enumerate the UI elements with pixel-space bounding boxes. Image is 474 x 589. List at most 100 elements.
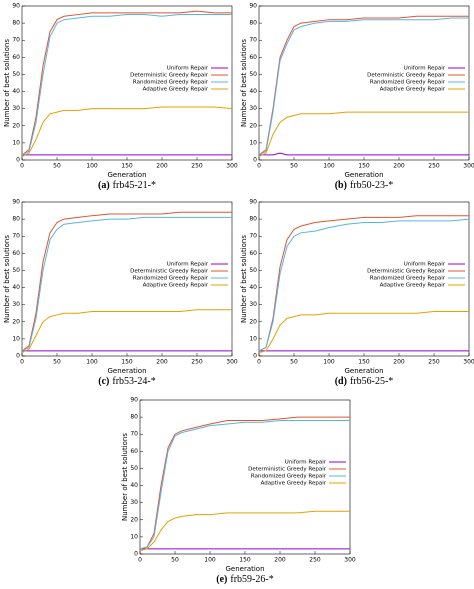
y-tick-label: 90 (12, 199, 20, 206)
legend-label: Uniform Repair (404, 66, 446, 72)
x-axis-label: Generation (344, 367, 383, 375)
x-tick-label: 50 (53, 359, 61, 366)
caption: (e) frb59-26-* (216, 574, 273, 585)
y-tick-label: 30 (12, 105, 20, 112)
y-axis-label: Number of best solutions (240, 235, 248, 323)
y-axis-label: Number of best solutions (3, 39, 11, 127)
series-line (258, 17, 469, 156)
y-tick-label: 40 (249, 88, 257, 95)
y-tick-label: 80 (249, 20, 257, 27)
series-line (258, 111, 469, 158)
y-tick-label: 80 (249, 216, 257, 223)
legend-label: Adaptive Greedy Repair (143, 283, 209, 289)
chart-panel: 0 10 20 30 40 50 60 70 80 90 0 50 100 150 200 250 300 Gen… (240, 199, 474, 388)
y-tick-label: 90 (249, 3, 257, 10)
y-tick-label: 50 (12, 71, 20, 78)
legend-label: Deterministic Greedy Repair (130, 269, 209, 275)
x-axis-label: Generation (344, 171, 383, 179)
y-tick-label: 30 (249, 301, 257, 308)
y-tick-label: 70 (130, 431, 138, 438)
x-tick-label: 250 (191, 359, 203, 366)
y-tick-label: 20 (12, 318, 20, 325)
y-tick-label: 50 (12, 267, 20, 274)
legend-label: Randomized Greedy Repair (133, 276, 209, 282)
series-line (21, 14, 232, 156)
legend-label: Uniform Repair (404, 262, 446, 268)
y-axis-label: Number of best solutions (240, 39, 248, 127)
y-tick-label: 0 (134, 551, 138, 558)
x-tick-label: 250 (309, 557, 321, 564)
y-tick-label: 10 (249, 335, 257, 342)
x-tick-label: 150 (358, 359, 370, 366)
x-tick-label: 0 (257, 359, 261, 366)
x-tick-label: 100 (204, 557, 216, 564)
x-tick-label: 100 (323, 359, 335, 366)
series-line (258, 311, 469, 354)
x-tick-label: 100 (86, 359, 98, 366)
caption: (c) frb53-24-* (98, 376, 155, 387)
x-tick-label: 0 (138, 557, 142, 564)
y-tick-label: 0 (16, 353, 20, 360)
y-tick-label: 90 (130, 397, 138, 404)
chart-panel: 0 10 20 30 40 50 60 70 80 90 0 50 100 150 200 250 300 Gen… (240, 3, 474, 192)
series-line (259, 152, 469, 156)
y-tick-label: 60 (249, 54, 257, 61)
y-tick-label: 80 (12, 216, 20, 223)
y-tick-label: 20 (130, 516, 138, 523)
x-tick-label: 50 (171, 557, 179, 564)
y-tick-label: 60 (12, 54, 20, 61)
y-tick-label: 10 (12, 139, 20, 146)
x-tick-label: 50 (53, 163, 61, 170)
x-tick-label: 200 (393, 359, 405, 366)
y-tick-label: 60 (130, 448, 138, 455)
chart-panel: 0 10 20 30 40 50 60 70 80 90 0 50 100 150 200 250 300 Gen… (3, 3, 238, 192)
y-tick-label: 80 (130, 414, 138, 421)
x-tick-label: 250 (428, 163, 440, 170)
x-tick-label: 50 (290, 359, 298, 366)
caption-text: frb53-24-* (112, 376, 155, 387)
y-tick-label: 50 (249, 71, 257, 78)
x-tick-label: 200 (274, 557, 286, 564)
legend-label: Uniform Repair (167, 66, 209, 72)
caption-text: frb59-26-* (230, 574, 273, 585)
legend-label: Deterministic Greedy Repair (367, 269, 446, 275)
y-tick-label: 70 (12, 37, 20, 44)
y-tick-label: 60 (249, 250, 257, 257)
y-tick-label: 70 (249, 233, 257, 240)
x-axis-label: Generation (107, 171, 146, 179)
legend-label: Uniform Repair (285, 460, 327, 466)
series-line (21, 309, 232, 354)
x-tick-label: 250 (428, 359, 440, 366)
y-tick-label: 0 (253, 353, 257, 360)
y-tick-label: 0 (253, 157, 257, 164)
y-tick-label: 30 (12, 301, 20, 308)
y-tick-label: 10 (130, 533, 138, 540)
y-tick-label: 20 (249, 318, 257, 325)
legend-label: Randomized Greedy Repair (133, 80, 209, 86)
x-tick-label: 300 (463, 163, 474, 170)
caption-label: (b) (335, 180, 347, 191)
x-tick-label: 300 (344, 557, 356, 564)
caption-label: (a) (98, 180, 110, 191)
legend-label: Adaptive Greedy Repair (261, 481, 327, 487)
x-tick-label: 100 (323, 163, 335, 170)
x-tick-label: 300 (226, 359, 238, 366)
legend-label: Deterministic Greedy Repair (248, 467, 327, 473)
y-tick-label: 70 (249, 37, 257, 44)
y-tick-label: 40 (12, 88, 20, 95)
x-tick-label: 150 (358, 163, 370, 170)
y-tick-label: 10 (12, 335, 20, 342)
legend-label: Adaptive Greedy Repair (380, 87, 446, 93)
x-tick-label: 0 (257, 163, 261, 170)
series-line (139, 510, 350, 552)
caption-label: (c) (98, 376, 109, 387)
caption-text: frb45-21-* (113, 180, 156, 191)
caption: (b) frb50-23-* (335, 180, 394, 191)
x-tick-label: 50 (290, 163, 298, 170)
x-tick-label: 0 (20, 359, 24, 366)
chart-panel: 0 10 20 30 40 50 60 70 80 90 0 50 100 150 200 250 300 Gen… (3, 199, 238, 388)
legend-label: Deterministic Greedy Repair (367, 73, 446, 79)
series-line (21, 10, 232, 156)
y-tick-label: 20 (249, 122, 257, 129)
